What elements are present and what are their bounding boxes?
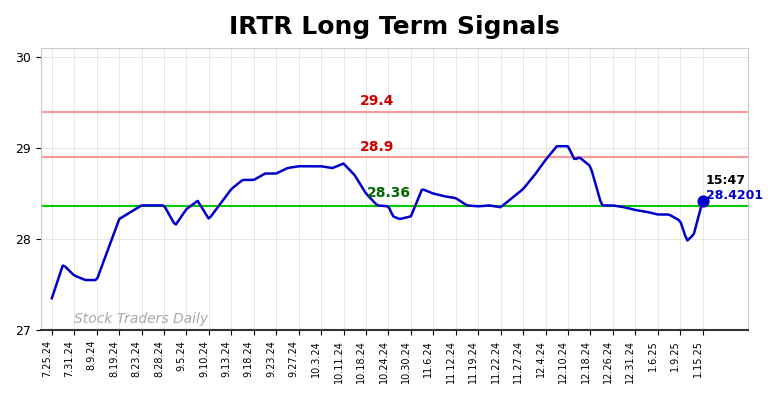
Text: 29.4: 29.4 — [360, 94, 394, 108]
Point — [696, 198, 709, 204]
Text: 28.36: 28.36 — [366, 186, 411, 200]
Text: 28.4201: 28.4201 — [706, 189, 763, 202]
Text: 15:47: 15:47 — [706, 174, 746, 187]
Text: 28.9: 28.9 — [360, 140, 394, 154]
Title: IRTR Long Term Signals: IRTR Long Term Signals — [229, 15, 560, 39]
Text: Stock Traders Daily: Stock Traders Daily — [74, 312, 209, 326]
